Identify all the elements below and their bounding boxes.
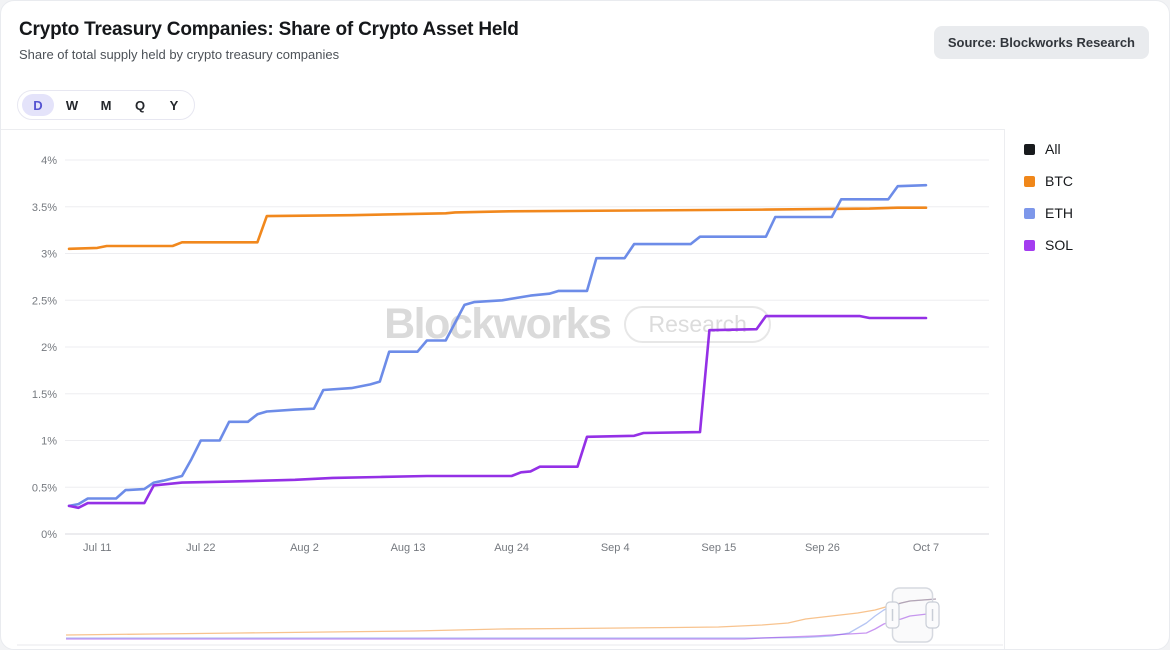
legend-item-sol[interactable]: SOL — [1005, 229, 1169, 261]
x-axis-tick: Sep 15 — [701, 542, 736, 554]
page-subtitle: Share of total supply held by crypto tre… — [19, 47, 340, 62]
btc-line — [67, 206, 928, 251]
y-axis-tick: 2.5% — [32, 295, 57, 307]
legend-item-all[interactable]: All — [1005, 133, 1169, 165]
x-axis-tick: Oct 7 — [913, 542, 939, 554]
legend-item-eth[interactable]: ETH — [1005, 197, 1169, 229]
legend-item-btc[interactable]: BTC — [1005, 165, 1169, 197]
sol-line — [67, 314, 928, 510]
x-axis-tick: Jul 22 — [186, 542, 215, 554]
header-divider — [1, 129, 1004, 130]
y-axis-tick: 1.5% — [32, 389, 57, 401]
legend-divider — [1004, 129, 1005, 649]
y-axis-tick: 1% — [41, 436, 57, 448]
y-axis-tick: 0% — [41, 529, 57, 541]
main-chart: 0% 0.5% 1% 1.5% 2% 2.5% 3% 3.5% 4% Jul 11 Jul 22 Au… — [17, 155, 1003, 646]
range-toggle-option-q[interactable]: Q — [124, 94, 156, 116]
source-badge: Source: Blockworks Research — [933, 26, 1149, 59]
navigator — [65, 587, 940, 643]
x-axis-tick: Sep 4 — [601, 542, 630, 554]
x-axis-tick: Jul 11 — [83, 542, 112, 554]
x-axis-tick: Aug 24 — [494, 542, 529, 554]
y-axis-tick: 4% — [41, 155, 57, 167]
nav-left-handle[interactable] — [885, 601, 900, 629]
y-axis-tick: 0.5% — [32, 482, 57, 494]
y-axis-tick: 2% — [41, 342, 57, 354]
x-axis-tick: Aug 2 — [290, 542, 319, 554]
nav-right-handle[interactable] — [925, 601, 940, 629]
y-axis-tick: 3% — [41, 249, 57, 261]
range-toggle-option-m[interactable]: M — [90, 94, 122, 116]
nav-btc-line — [65, 598, 937, 636]
legend-swatch-btc — [1024, 175, 1035, 187]
nav-sol-line — [66, 612, 937, 640]
range-toggle-option-d[interactable]: D — [22, 94, 54, 116]
x-axis: Jul 11 Jul 22 Aug 2 Aug 13 Aug 24 Sep 4 Sep 15… — [83, 542, 939, 554]
legend-swatch-sol — [1024, 239, 1035, 251]
nav-eth-line — [66, 598, 937, 639]
x-axis-tick: Aug 13 — [391, 542, 426, 554]
range-toggle-option-w[interactable]: W — [56, 94, 88, 116]
range-toggle: D W M Q Y — [17, 90, 195, 120]
legend-panel: All BTC ETH SOL — [1005, 133, 1169, 261]
eth-line — [67, 183, 928, 508]
page-title: Crypto Treasury Companies: Share of Cryp… — [19, 19, 519, 40]
legend-swatch-eth — [1024, 207, 1035, 219]
range-toggle-option-y[interactable]: Y — [158, 94, 190, 116]
x-axis-tick: Sep 26 — [805, 542, 840, 554]
legend-swatch-all — [1024, 143, 1035, 155]
y-axis-tick: 3.5% — [32, 202, 57, 214]
